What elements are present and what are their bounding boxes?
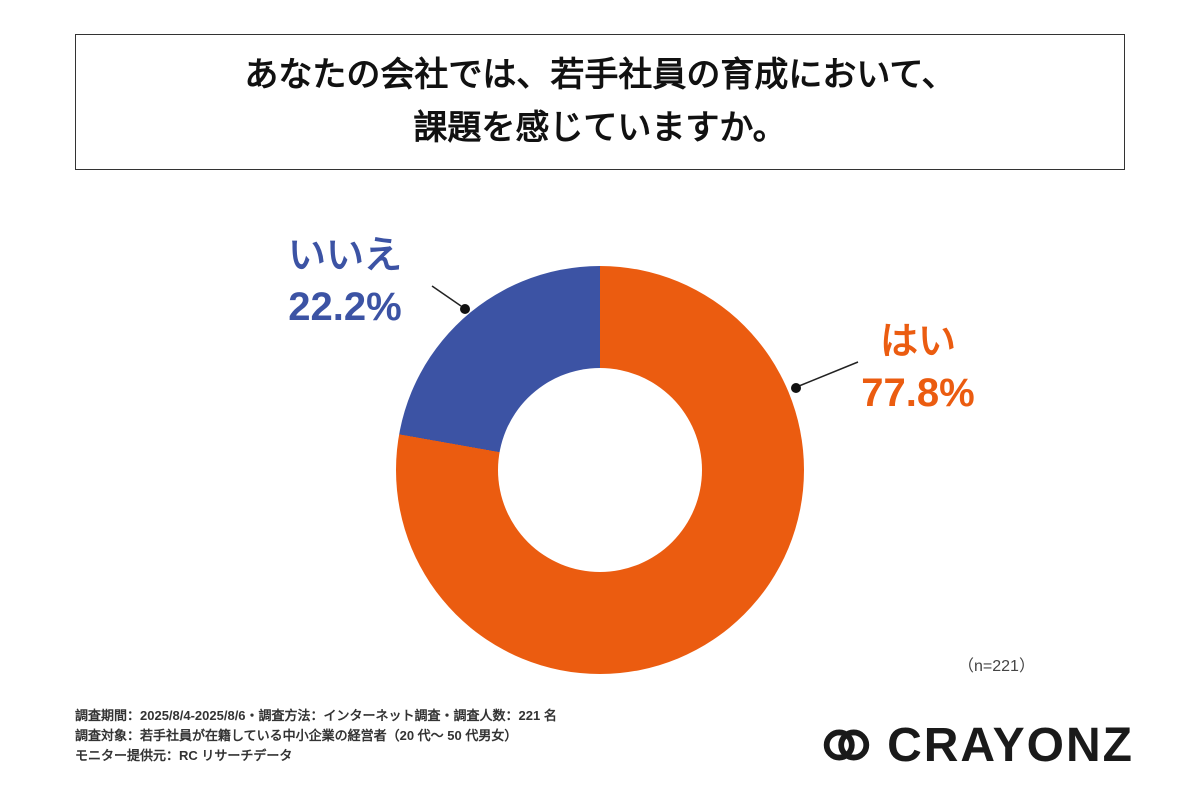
callout-yes-value: 77.8%: [861, 371, 975, 416]
donut-chart-hole: [498, 368, 702, 572]
survey-note-line2: 調査対象：若手社員が在籍している中小企業の経営者（20 代〜 50 代男女）: [75, 728, 518, 744]
callout-yes: はい 77.8%: [838, 318, 998, 419]
callout-no: いいえ 22.2%: [250, 232, 440, 333]
crayonz-logo-icon: [823, 729, 870, 761]
callout-no-label: いいえ: [287, 235, 402, 277]
question-title-line2: 課題を感じていますか。: [413, 109, 787, 147]
crayonz-logo-text: CRAYONZ: [887, 718, 1134, 772]
crayonz-logo: CRAYONZ: [817, 716, 1134, 774]
callout-yes-label: はい: [879, 321, 956, 363]
callout-dot-yes: [791, 383, 801, 393]
survey-note-line3: モニター提供元：RC リサーチデータ: [75, 748, 293, 764]
sample-size-label: （n=221）: [958, 658, 1035, 675]
survey-notes: 調査期間：2025/8/4-2025/8/6・調査方法：インターネット調査・調査…: [75, 706, 557, 766]
question-title-line1: あなたの会社では、若手社員の育成において、: [244, 56, 956, 95]
survey-note-line1: 調査期間：2025/8/4-2025/8/6・調査方法：インターネット調査・調査…: [75, 708, 557, 723]
question-title-box: あなたの会社では、若手社員の育成において、 課題を感じていますか。: [75, 34, 1125, 170]
callout-no-value: 22.2%: [288, 285, 402, 330]
